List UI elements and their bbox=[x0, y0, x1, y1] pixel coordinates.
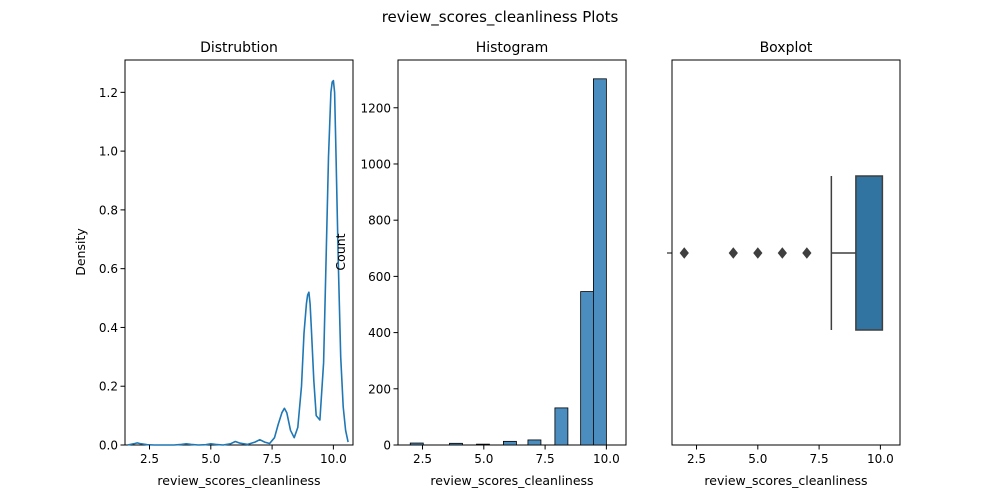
histogram-bar bbox=[503, 440, 517, 446]
x-tick-label: 2.5 bbox=[687, 452, 706, 466]
histogram-bar bbox=[580, 291, 595, 446]
box-outlier bbox=[802, 247, 812, 259]
distribution-marks bbox=[127, 79, 349, 446]
x-tick-label: 2.5 bbox=[413, 452, 432, 466]
x-tick-label: 5.0 bbox=[474, 452, 493, 466]
histogram-title: Histogram bbox=[476, 40, 549, 56]
figure-title: review_scores_cleanliness Plots bbox=[382, 8, 619, 27]
y-tick-label: 1.2 bbox=[99, 86, 118, 100]
histogram-y-ticks: 0 200 400 600 800 1000 1200 bbox=[360, 101, 398, 453]
x-tick-label: 7.5 bbox=[263, 452, 282, 466]
boxplot-title: Boxplot bbox=[760, 40, 813, 56]
x-tick-label: 7.5 bbox=[536, 452, 555, 466]
density-line bbox=[127, 79, 349, 446]
x-tick-label: 7.5 bbox=[810, 452, 829, 466]
boxplot-x-label: review_scores_cleanliness bbox=[704, 473, 867, 488]
histogram-marks bbox=[409, 78, 607, 446]
box-outlier bbox=[728, 247, 738, 259]
x-tick-label: 10.0 bbox=[867, 452, 894, 466]
histogram-bar bbox=[592, 78, 607, 446]
boxplot-marks bbox=[679, 175, 884, 331]
y-tick-label: 1200 bbox=[360, 101, 391, 115]
box-outlier bbox=[753, 247, 763, 259]
box-outlier bbox=[679, 247, 689, 259]
y-tick-label: 200 bbox=[368, 382, 391, 396]
distribution-title: Distrubtion bbox=[200, 40, 278, 56]
y-tick-label: 1000 bbox=[360, 157, 391, 171]
y-tick-label: 1.0 bbox=[99, 145, 118, 159]
boxplot-x-ticks: 2.5 5.0 7.5 10.0 bbox=[687, 445, 894, 466]
histogram-bar bbox=[554, 407, 569, 446]
y-tick-label: 0.8 bbox=[99, 203, 118, 217]
x-tick-label: 5.0 bbox=[201, 452, 220, 466]
distribution-x-ticks: 2.5 5.0 7.5 10.0 bbox=[140, 445, 347, 466]
histogram-y-label: Count bbox=[333, 233, 348, 270]
histogram-bar bbox=[527, 439, 542, 446]
y-tick-label: 0.6 bbox=[99, 262, 118, 276]
y-tick-label: 0.4 bbox=[99, 321, 118, 335]
histogram-x-ticks: 2.5 5.0 7.5 10.0 bbox=[413, 445, 620, 466]
histogram-x-label: review_scores_cleanliness bbox=[430, 473, 593, 488]
y-tick-label: 800 bbox=[368, 214, 391, 228]
distribution-axes-frame bbox=[124, 59, 354, 446]
y-tick-label: 400 bbox=[368, 326, 391, 340]
histogram-bar bbox=[449, 442, 463, 446]
histogram-bar bbox=[409, 442, 424, 446]
x-tick-label: 10.0 bbox=[320, 452, 347, 466]
x-tick-label: 2.5 bbox=[140, 452, 159, 466]
box-outlier bbox=[777, 247, 787, 259]
distribution-y-ticks: 0.0 0.2 0.4 0.6 0.8 1.0 1.2 bbox=[99, 86, 125, 453]
histogram-panel: Histogram 2.5 5.0 7.5 10.0 0 200 400 600 800 100… bbox=[333, 40, 627, 488]
boxplot-panel: Boxplot 2.5 5.0 7.5 10.0 review_scores_clea… bbox=[667, 40, 901, 488]
histogram-bar bbox=[476, 443, 490, 446]
box-body bbox=[855, 175, 884, 331]
distribution-panel: Distrubtion 2.5 5.0 7.5 10.0 0.00.20.40.60.… bbox=[73, 40, 354, 488]
y-tick-label: 0 bbox=[383, 439, 391, 453]
distribution-y-label: Density bbox=[73, 228, 88, 276]
y-tick-label: 600 bbox=[368, 270, 391, 284]
y-tick-label: 0.2 bbox=[99, 380, 118, 394]
x-tick-label: 10.0 bbox=[593, 452, 620, 466]
x-tick-label: 5.0 bbox=[748, 452, 767, 466]
y-tick-label: 0.0 bbox=[99, 439, 118, 453]
distribution-x-label: review_scores_cleanliness bbox=[157, 473, 320, 488]
